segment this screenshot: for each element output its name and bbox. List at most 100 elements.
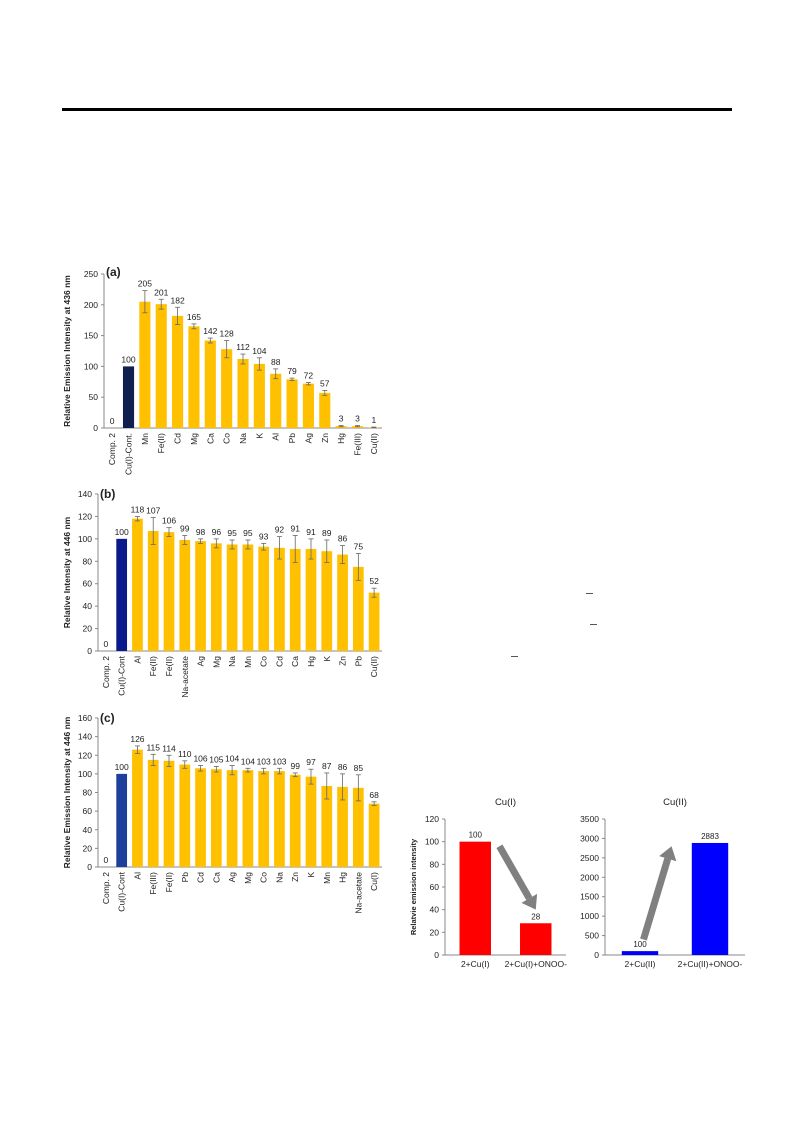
x-tick-label: Ag — [227, 872, 237, 883]
x-tick-label: Comp. 2 — [107, 433, 117, 465]
bar — [337, 786, 348, 867]
x-tick-label: 2+Cu(II)+ONOO- — [678, 959, 743, 969]
trend-arrow-shaft — [640, 857, 672, 941]
y-tick-label: 0 — [594, 950, 599, 960]
bar — [188, 326, 200, 428]
y-axis-label: Relative Emission Intensity at 436 nm — [62, 275, 72, 427]
x-tick-label: 2+Cu(II) — [625, 959, 656, 969]
y-tick-label: 3500 — [580, 814, 599, 824]
bar — [520, 923, 552, 955]
x-tick-label: Pb — [353, 656, 363, 667]
x-tick-label: Co — [259, 656, 269, 667]
y-tick-label: 2500 — [580, 853, 599, 863]
chart-title: Cu(II) — [663, 797, 687, 808]
y-tick-label: 3000 — [580, 833, 599, 843]
x-tick-label: Mn — [243, 656, 253, 668]
data-label: 105 — [209, 754, 223, 764]
x-tick-label: Hg — [338, 872, 348, 883]
y-tick-label: 1000 — [580, 911, 599, 921]
y-tick-label: 100 — [425, 837, 439, 847]
data-label: 99 — [290, 761, 300, 771]
y-tick-label: 0 — [87, 646, 92, 656]
data-label: 2883 — [701, 832, 719, 841]
data-label: 107 — [146, 506, 160, 516]
stray-dash-mark — [511, 656, 518, 657]
x-tick-label: Na — [227, 656, 237, 667]
bar — [179, 764, 191, 867]
data-label: 97 — [306, 757, 316, 767]
bar — [116, 538, 128, 651]
data-label: 95 — [227, 528, 237, 538]
data-label: 28 — [531, 912, 540, 921]
panel-label: (a) — [106, 265, 121, 279]
bar — [132, 518, 143, 651]
x-tick-label: Fe(III) — [352, 433, 362, 456]
y-axis-label: Relatvie emission intensity — [409, 838, 418, 935]
x-tick-label: Hg — [306, 656, 316, 667]
data-label: 0 — [104, 639, 109, 649]
x-tick-label: Co — [222, 433, 232, 444]
data-label: 95 — [243, 528, 253, 538]
x-tick-label: 2+Cu(I)+ONOO- — [505, 959, 568, 969]
x-tick-label: Cd — [173, 433, 183, 444]
bar — [204, 340, 216, 428]
y-tick-label: 200 — [84, 300, 98, 310]
x-tick-label: Cd — [274, 656, 284, 667]
x-tick-label: Fe(II) — [148, 656, 158, 676]
x-tick-label: K — [306, 872, 316, 878]
bar — [621, 951, 659, 955]
x-tick-label: Pb — [180, 872, 190, 883]
x-tick-label: Mn — [140, 433, 150, 445]
bar — [270, 373, 282, 428]
bar — [226, 544, 238, 651]
bar — [242, 770, 254, 867]
y-tick-label: 120 — [78, 750, 92, 760]
y-tick-label: 20 — [83, 624, 93, 634]
x-tick-label: Al — [271, 433, 281, 441]
data-label: 103 — [272, 756, 286, 766]
bar — [122, 366, 135, 428]
bar — [147, 759, 159, 867]
data-label: 75 — [354, 541, 364, 551]
data-label: 87 — [322, 761, 332, 771]
bar — [221, 349, 233, 428]
y-tick-label: 60 — [430, 882, 440, 892]
trend-arrow-shaft — [496, 844, 533, 901]
x-tick-label: Fe(III) — [148, 872, 158, 895]
data-label: 205 — [138, 279, 152, 289]
bar — [116, 773, 128, 867]
data-label: 100 — [469, 831, 483, 840]
x-tick-label: Fe(II) — [156, 433, 166, 453]
y-tick-label: 0 — [434, 950, 439, 960]
data-label: 201 — [154, 287, 168, 297]
x-tick-label: Ca — [290, 656, 300, 667]
bar — [368, 592, 380, 651]
bar — [321, 551, 333, 651]
y-tick-label: 50 — [89, 392, 99, 402]
bar — [274, 771, 285, 867]
bar — [172, 315, 184, 428]
stray-dash-mark — [590, 624, 597, 625]
y-tick-label: 250 — [84, 269, 98, 279]
y-tick-label: 20 — [430, 927, 440, 937]
bar — [289, 548, 301, 651]
bar — [242, 544, 254, 651]
data-label: 98 — [196, 527, 206, 537]
x-tick-label: Cu(I)-Cont — [117, 655, 127, 695]
bar — [226, 770, 238, 867]
y-tick-label: 150 — [84, 331, 98, 341]
x-tick-label: K — [322, 656, 332, 662]
x-tick-label: Comp. 2 — [101, 872, 111, 904]
y-tick-label: 80 — [430, 859, 440, 869]
x-tick-label: Cu(I)-Cont. — [124, 433, 134, 475]
bar — [132, 749, 143, 867]
bar — [237, 359, 249, 428]
data-label: 182 — [170, 295, 184, 305]
x-tick-label: Co — [259, 872, 269, 883]
bar — [139, 301, 151, 428]
data-label: 126 — [130, 734, 144, 744]
x-tick-label: Ag — [196, 656, 206, 667]
y-tick-label: 120 — [425, 814, 439, 824]
trend-arrow-head — [659, 846, 677, 862]
